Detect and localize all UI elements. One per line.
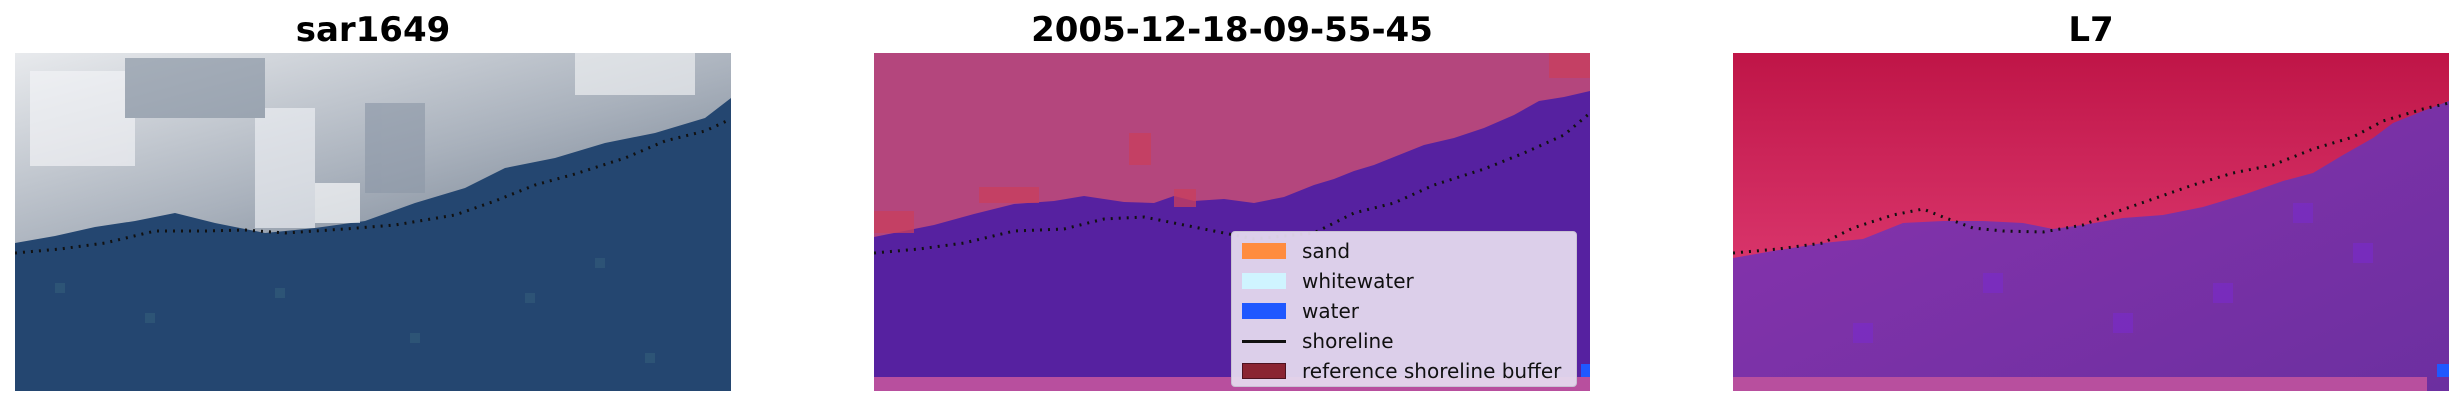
panel-ndwi: L7: [1733, 0, 2449, 404]
shoreline-line-swatch: [1242, 339, 1286, 343]
legend-item-whitewater: whitewater: [1242, 266, 1566, 296]
water-swatch: [1242, 303, 1286, 319]
satellite-rgb-image: [15, 53, 731, 391]
legend-label-sand: sand: [1302, 239, 1351, 263]
legend-label-water: water: [1302, 299, 1359, 323]
sand-swatch: [1242, 243, 1286, 259]
panel-title-classified: 2005-12-18-09-55-45: [1031, 10, 1433, 50]
legend: sand whitewater water shoreline referenc…: [1231, 231, 1577, 387]
panel-title-ndwi: L7: [2068, 10, 2114, 50]
panel-rgb: sar1649: [15, 0, 731, 404]
ndwi-image: [1733, 53, 2449, 391]
legend-label-reference-shoreline-buffer: reference shoreline buffer: [1302, 359, 1562, 383]
panel-title-rgb: sar1649: [295, 10, 451, 50]
legend-item-sand: sand: [1242, 236, 1566, 266]
legend-item-shoreline: shoreline: [1242, 326, 1566, 356]
legend-item-reference-shoreline-buffer: reference shoreline buffer: [1242, 356, 1566, 386]
legend-item-water: water: [1242, 296, 1566, 326]
reference-shoreline-buffer-swatch: [1242, 363, 1286, 379]
legend-label-shoreline: shoreline: [1302, 329, 1394, 353]
legend-label-whitewater: whitewater: [1302, 269, 1414, 293]
whitewater-swatch: [1242, 273, 1286, 289]
